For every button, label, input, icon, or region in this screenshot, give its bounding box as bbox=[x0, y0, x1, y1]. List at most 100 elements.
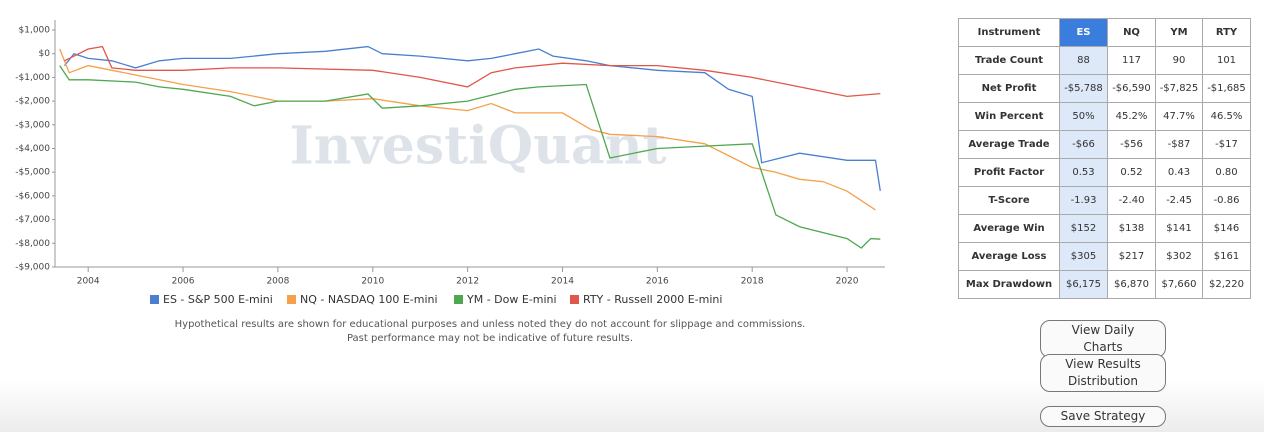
button[interactable]: Save Strategy bbox=[1040, 406, 1166, 427]
x-tick-label: 2016 bbox=[646, 277, 669, 287]
table-cell: -$17 bbox=[1202, 130, 1251, 159]
header-cell: Instrument bbox=[958, 18, 1060, 47]
footnote-line: Past performance may not be indicative o… bbox=[346, 333, 634, 344]
table-cell: -$66 bbox=[1059, 130, 1108, 159]
results-table: Instrument ES NQ YM RTY Trade Count 88 117 90 101… bbox=[958, 18, 1251, 299]
series-line bbox=[63, 45, 881, 192]
table-cell: $302 bbox=[1155, 242, 1203, 271]
table-cell: $161 bbox=[1202, 242, 1251, 271]
table-cell: Max Drawdown bbox=[958, 270, 1060, 299]
table-cell: $138 bbox=[1107, 214, 1156, 243]
x-tick-label: 2006 bbox=[172, 277, 195, 287]
x-tick-label: 2010 bbox=[361, 277, 384, 287]
y-tick-label: $1,000 bbox=[19, 26, 51, 36]
table-cell: 50% bbox=[1059, 102, 1108, 131]
legend-swatch bbox=[454, 295, 463, 304]
header-cell: RTY bbox=[1202, 18, 1251, 47]
x-tick-label: 2008 bbox=[266, 277, 289, 287]
legend-swatch bbox=[570, 295, 579, 304]
chart: InvestiQuant $1,000 $0 -$1,000 -$2,000 -$3,00… bbox=[15, 20, 885, 306]
table-cell: Profit Factor bbox=[958, 158, 1060, 187]
table-row: Profit Factor 0.53 0.52 0.43 0.80 bbox=[958, 158, 1251, 187]
button[interactable]: View Daily Charts bbox=[1040, 320, 1166, 358]
table-cell: $6,175 bbox=[1059, 270, 1108, 299]
footnote-line: Hypothetical results are shown for educa… bbox=[174, 319, 806, 330]
series-line bbox=[59, 48, 876, 211]
table-cell: -$87 bbox=[1155, 130, 1203, 159]
y-tick-label: -$8,000 bbox=[15, 239, 50, 249]
table-cell: -$56 bbox=[1107, 130, 1156, 159]
table-cell: -$7,825 bbox=[1155, 74, 1203, 103]
legend-label: ES - S&P 500 E-mini bbox=[163, 293, 273, 306]
legend-label: YM - Dow E-mini bbox=[466, 293, 557, 306]
header-cell: ES bbox=[1059, 18, 1108, 47]
series-line bbox=[64, 45, 881, 98]
table-row: Average Loss $305 $217 $302 $161 bbox=[958, 242, 1251, 271]
table-cell: $217 bbox=[1107, 242, 1156, 271]
table-cell: Trade Count bbox=[958, 46, 1060, 75]
table-cell: Average Loss bbox=[958, 242, 1060, 271]
table-row: Net Profit -$5,788 -$6,590 -$7,825 -$1,685 bbox=[958, 74, 1251, 103]
table-cell: -$1,685 bbox=[1202, 74, 1251, 103]
x-tick-label: 2018 bbox=[741, 277, 764, 287]
legend-item: YM - Dow E-mini bbox=[454, 293, 557, 306]
y-tick-label: -$2,000 bbox=[15, 97, 50, 107]
series-line bbox=[59, 65, 881, 249]
table-cell: $2,220 bbox=[1202, 270, 1251, 299]
table-row: Max Drawdown $6,175 $6,870 $7,660 $2,220 bbox=[958, 270, 1251, 299]
legend-label: RTY - Russell 2000 E-mini bbox=[583, 293, 722, 306]
table-cell: 88 bbox=[1059, 46, 1108, 75]
legend-swatch bbox=[287, 295, 296, 304]
table-cell: -2.45 bbox=[1155, 186, 1203, 215]
table-cell: $7,660 bbox=[1155, 270, 1203, 299]
table-cell: -2.40 bbox=[1107, 186, 1156, 215]
header-cell: YM bbox=[1155, 18, 1203, 47]
table-row: Average Trade -$66 -$56 -$87 -$17 bbox=[958, 130, 1251, 159]
table-cell: 0.43 bbox=[1155, 158, 1203, 187]
y-tick-label: -$9,000 bbox=[15, 263, 50, 273]
table-cell: $146 bbox=[1202, 214, 1251, 243]
table-cell: $141 bbox=[1155, 214, 1203, 243]
table-row: Average Win $152 $138 $141 $146 bbox=[958, 214, 1251, 243]
table-cell: 46.5% bbox=[1202, 102, 1251, 131]
table-cell: -$5,788 bbox=[1059, 74, 1108, 103]
table-cell: 117 bbox=[1107, 46, 1156, 75]
table-cell: $305 bbox=[1059, 242, 1108, 271]
legend-swatch bbox=[150, 295, 159, 304]
x-tick-label: 2014 bbox=[551, 277, 574, 287]
table-row: T-Score -1.93 -2.40 -2.45 -0.86 bbox=[958, 186, 1251, 215]
table-row: Trade Count 88 117 90 101 bbox=[958, 46, 1251, 75]
button[interactable]: View Results Distribution bbox=[1040, 354, 1166, 392]
table-cell: 90 bbox=[1155, 46, 1203, 75]
table-cell: 0.52 bbox=[1107, 158, 1156, 187]
y-tick-label: -$3,000 bbox=[15, 120, 50, 130]
x-tick-label: 2004 bbox=[77, 277, 100, 287]
table-cell: Average Win bbox=[958, 214, 1060, 243]
table-cell: 0.53 bbox=[1059, 158, 1108, 187]
table-cell: 0.80 bbox=[1202, 158, 1251, 187]
y-tick-label: -$6,000 bbox=[15, 191, 50, 201]
table-cell: Average Trade bbox=[958, 130, 1060, 159]
header-cell: NQ bbox=[1107, 18, 1156, 47]
table-cell: $6,870 bbox=[1107, 270, 1156, 299]
y-tick-label: -$1,000 bbox=[15, 73, 50, 83]
y-tick-label: -$5,000 bbox=[15, 168, 50, 178]
legend-item: RTY - Russell 2000 E-mini bbox=[570, 293, 722, 306]
legend-item: NQ - NASDAQ 100 E-mini bbox=[287, 293, 438, 306]
table-cell: 47.7% bbox=[1155, 102, 1203, 131]
legend-label: NQ - NASDAQ 100 E-mini bbox=[300, 293, 438, 306]
watermark: InvestiQuant bbox=[289, 116, 666, 177]
table-cell: Win Percent bbox=[958, 102, 1060, 131]
footnote: Hypothetical results are shown for educa… bbox=[60, 318, 920, 346]
table-row: Win Percent 50% 45.2% 47.7% 46.5% bbox=[958, 102, 1251, 131]
y-tick-label: -$4,000 bbox=[15, 144, 50, 154]
table-cell: 45.2% bbox=[1107, 102, 1156, 131]
table-cell: -0.86 bbox=[1202, 186, 1251, 215]
y-tick-label: -$7,000 bbox=[15, 215, 50, 225]
x-tick-label: 2012 bbox=[456, 277, 479, 287]
table-cell: Net Profit bbox=[958, 74, 1060, 103]
x-tick-label: 2020 bbox=[836, 277, 859, 287]
legend-item: ES - S&P 500 E-mini bbox=[150, 293, 273, 306]
table-cell: 101 bbox=[1202, 46, 1251, 75]
